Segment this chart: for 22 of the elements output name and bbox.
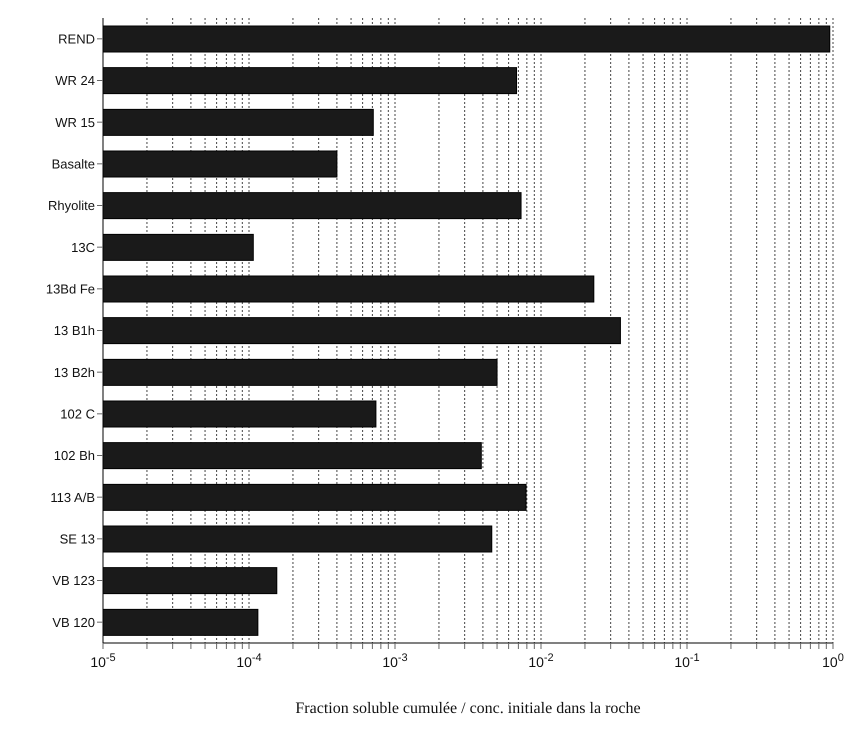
x-tick-label: 10$^{-4}$: [236, 652, 262, 670]
y-tick-label: Basalte: [52, 156, 95, 172]
x-tick-label: 10$^{-3}$: [382, 652, 408, 670]
y-tick-label: VB 120: [52, 614, 95, 630]
y-tick-label: Rhyolite: [48, 198, 95, 214]
y-tick-label: 13Bd Fe: [46, 281, 95, 296]
x-tick-label: 10$^{-1}$: [674, 652, 700, 670]
y-tick-label: 102 Bh: [54, 448, 95, 464]
y-tick-label: REND: [58, 31, 95, 46]
y-tick-label: 13 B1h: [54, 323, 95, 338]
y-tick-label: WR 15: [55, 114, 95, 130]
x-tick-label: 10$^{-2}$: [528, 652, 554, 670]
y-tick-label: 102 C: [60, 406, 95, 422]
x-axis-title: Fraction soluble cumulée / conc. initiale dans la roche: [295, 700, 641, 717]
y-tick-label: SE 13: [60, 531, 95, 546]
y-tick-label: 13C: [71, 240, 95, 255]
x-tick-label: 10$^{0}$: [822, 652, 844, 670]
y-tick-label: 113 A/B: [50, 490, 95, 505]
y-tick-label: 13 B2h: [54, 364, 95, 380]
y-tick-label: WR 24: [55, 73, 95, 88]
x-tick-label: 10$^{-5}$: [90, 652, 116, 670]
y-tick-label: VB 123: [52, 573, 95, 588]
